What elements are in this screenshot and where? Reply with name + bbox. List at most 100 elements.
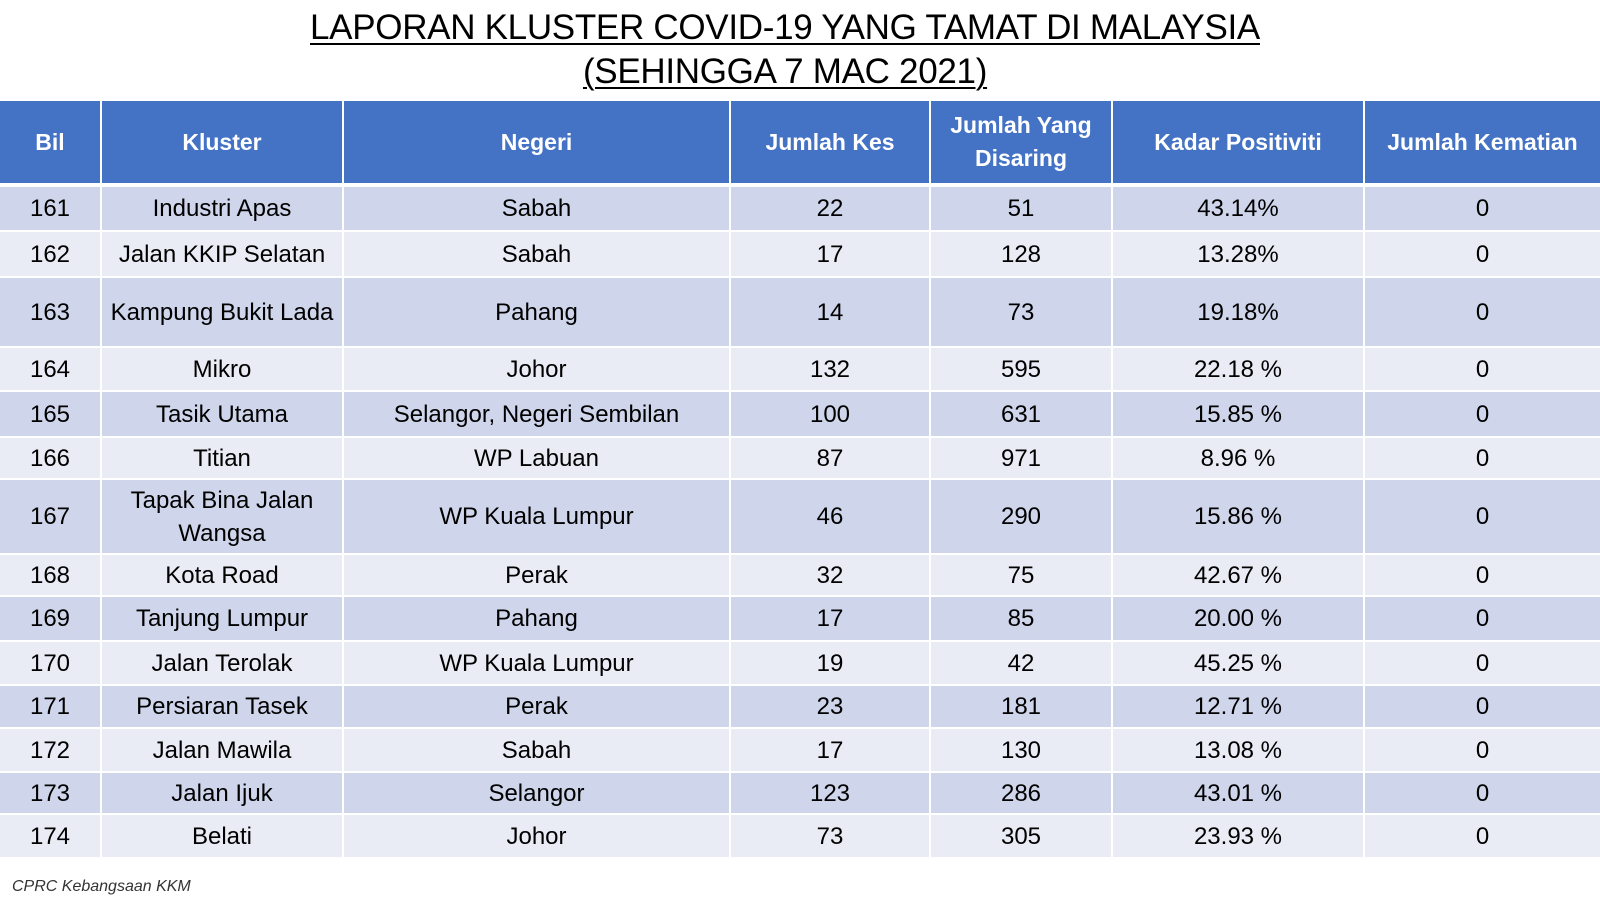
cell-jumlah-kematian: 0 [1364,185,1600,232]
cell-jumlah-kes: 32 [730,554,931,597]
cell-bil: 168 [0,554,102,597]
cell-bil: 161 [0,185,102,232]
table-body: 161 Industri Apas Sabah 22 51 43.14% 0 162 Jalan… [0,185,1600,859]
cell-jumlah-disaring: 42 [930,641,1113,686]
header-row: Bil Kluster Negeri Jumlah Kes Jumlah Yan… [0,101,1600,187]
cell-jumlah-kes: 87 [730,437,931,480]
cell-jumlah-kes: 46 [730,479,931,555]
cell-bil: 173 [0,772,102,815]
table-row: 164 Mikro Johor 132 595 22.18 % 0 [0,347,1600,392]
cell-negeri: Sabah [343,728,731,773]
title-line-2: (SEHINGGA 7 MAC 2021) [582,52,988,91]
table-header: Bil Kluster Negeri Jumlah Kes Jumlah Yan… [0,101,1600,187]
cell-jumlah-disaring: 290 [930,479,1113,555]
cell-jumlah-disaring: 181 [930,685,1113,729]
table-row: 166 Titian WP Labuan 87 971 8.96 % 0 [0,437,1600,480]
table-row: 163 Kampung Bukit Lada Pahang 14 73 19.18% 0 [0,277,1600,348]
cell-jumlah-kematian: 0 [1364,277,1600,348]
cell-jumlah-disaring: 75 [930,554,1113,597]
cell-jumlah-kematian: 0 [1364,685,1600,729]
cell-jumlah-kematian: 0 [1364,231,1600,278]
cell-kadar-positiviti: 15.85 % [1112,391,1365,438]
cell-jumlah-kematian: 0 [1364,437,1600,480]
cell-jumlah-disaring: 971 [930,437,1113,480]
cell-bil: 169 [0,596,102,642]
table-row: 169 Tanjung Lumpur Pahang 17 85 20.00 % 0 [0,596,1600,642]
cell-negeri: Sabah [343,231,731,278]
cell-jumlah-disaring: 73 [930,277,1113,348]
report-title: LAPORAN KLUSTER COVID-19 YANG TAMAT DI M… [0,6,1570,94]
header-jumlah-kes: Jumlah Kes [730,101,931,187]
cell-jumlah-kematian: 0 [1364,391,1600,438]
cell-kluster: Tasik Utama [101,391,344,438]
cell-bil: 174 [0,814,102,859]
cell-negeri: Selangor, Negeri Sembilan [343,391,731,438]
cell-kadar-positiviti: 15.86 % [1112,479,1365,555]
cell-negeri: WP Kuala Lumpur [343,479,731,555]
cell-jumlah-disaring: 595 [930,347,1113,392]
cell-bil: 167 [0,479,102,555]
cell-jumlah-disaring: 286 [930,772,1113,815]
cell-kluster: Belati [101,814,344,859]
cell-jumlah-kematian: 0 [1364,347,1600,392]
cell-jumlah-kematian: 0 [1364,479,1600,555]
cell-negeri: WP Labuan [343,437,731,480]
cell-jumlah-kes: 73 [730,814,931,859]
header-jumlah-disaring: Jumlah Yang Disaring [930,101,1113,187]
cell-jumlah-kes: 17 [730,596,931,642]
cell-kadar-positiviti: 43.14% [1112,185,1365,232]
cell-jumlah-kes: 14 [730,277,931,348]
table-row: 170 Jalan Terolak WP Kuala Lumpur 19 42 45.25… [0,641,1600,686]
cell-jumlah-kes: 22 [730,185,931,232]
header-negeri: Negeri [343,101,731,187]
cell-kluster: Jalan Terolak [101,641,344,686]
title-line-1: LAPORAN KLUSTER COVID-19 YANG TAMAT DI M… [310,8,1260,47]
table-row: 162 Jalan KKIP Selatan Sabah 17 128 13.28% 0 [0,231,1600,278]
header-kadar-positiviti: Kadar Positiviti [1112,101,1365,187]
cell-kluster: Tanjung Lumpur [101,596,344,642]
cell-bil: 164 [0,347,102,392]
cell-jumlah-disaring: 51 [930,185,1113,232]
cell-jumlah-disaring: 130 [930,728,1113,773]
cell-jumlah-kematian: 0 [1364,554,1600,597]
cell-jumlah-kematian: 0 [1364,641,1600,686]
cell-kluster: Kota Road [101,554,344,597]
table-row: 165 Tasik Utama Selangor, Negeri Sembilan 1… [0,391,1600,438]
cell-jumlah-disaring: 128 [930,231,1113,278]
table-row: 161 Industri Apas Sabah 22 51 43.14% 0 [0,185,1600,232]
cell-kadar-positiviti: 19.18% [1112,277,1365,348]
cell-kadar-positiviti: 20.00 % [1112,596,1365,642]
cell-kluster: Jalan KKIP Selatan [101,231,344,278]
cell-negeri: Perak [343,554,731,597]
table-row: 172 Jalan Mawila Sabah 17 130 13.08 % 0 [0,728,1600,773]
cell-bil: 172 [0,728,102,773]
cell-negeri: Pahang [343,277,731,348]
cell-jumlah-kes: 132 [730,347,931,392]
cell-kluster: Titian [101,437,344,480]
cell-negeri: Johor [343,347,731,392]
cell-jumlah-kes: 17 [730,728,931,773]
cluster-table: Bil Kluster Negeri Jumlah Kes Jumlah Yan… [0,101,1600,859]
cell-kluster: Mikro [101,347,344,392]
cell-bil: 165 [0,391,102,438]
source-footnote: CPRC Kebangsaan KKM [12,878,191,895]
header-kluster: Kluster [101,101,344,187]
cell-kluster: Persiaran Tasek [101,685,344,729]
table-row: 168 Kota Road Perak 32 75 42.67 % 0 [0,554,1600,597]
cell-jumlah-kematian: 0 [1364,596,1600,642]
cell-kadar-positiviti: 45.25 % [1112,641,1365,686]
cell-jumlah-kes: 100 [730,391,931,438]
cell-bil: 170 [0,641,102,686]
cell-jumlah-kematian: 0 [1364,772,1600,815]
header-jumlah-kematian: Jumlah Kematian [1364,101,1600,187]
cell-kadar-positiviti: 22.18 % [1112,347,1365,392]
cell-kluster: Jalan Ijuk [101,772,344,815]
cell-jumlah-kes: 123 [730,772,931,815]
cell-kluster: Industri Apas [101,185,344,232]
cell-jumlah-disaring: 631 [930,391,1113,438]
cell-kadar-positiviti: 13.08 % [1112,728,1365,773]
cell-kadar-positiviti: 43.01 % [1112,772,1365,815]
cell-negeri: Perak [343,685,731,729]
cell-negeri: WP Kuala Lumpur [343,641,731,686]
cell-jumlah-disaring: 85 [930,596,1113,642]
